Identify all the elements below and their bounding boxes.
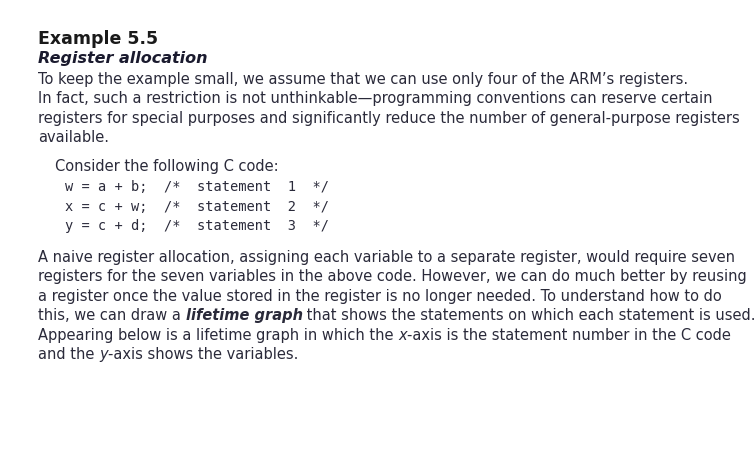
Text: -axis shows the variables.: -axis shows the variables. <box>108 347 298 362</box>
Text: registers for the seven variables in the above code. However, we can do much bet: registers for the seven variables in the… <box>38 269 747 284</box>
Text: registers for special purposes and significantly reduce the number of general-pu: registers for special purposes and signi… <box>38 111 740 126</box>
Text: Appearing below is a lifetime graph in which the: Appearing below is a lifetime graph in w… <box>38 328 398 343</box>
Text: that shows the statements on which each statement is used.: that shows the statements on which each … <box>303 308 755 323</box>
Text: a register once the value stored in the register is no longer needed. To underst: a register once the value stored in the … <box>38 289 722 304</box>
Text: this, we can draw a: this, we can draw a <box>38 308 186 323</box>
Text: w = a + b;  /*  statement  1  */: w = a + b; /* statement 1 */ <box>65 180 329 194</box>
Text: To keep the example small, we assume that we can use only four of the ARM’s regi: To keep the example small, we assume tha… <box>38 72 688 87</box>
Text: y = c + d;  /*  statement  3  */: y = c + d; /* statement 3 */ <box>65 219 329 234</box>
Text: available.: available. <box>38 131 109 146</box>
Text: A naive register allocation, assigning each variable to a separate register, wou: A naive register allocation, assigning e… <box>38 249 735 265</box>
Text: and the: and the <box>38 347 99 362</box>
Text: x = c + w;  /*  statement  2  */: x = c + w; /* statement 2 */ <box>65 200 329 214</box>
Text: Example 5.5: Example 5.5 <box>38 30 158 48</box>
Text: In fact, such a restriction is not unthinkable—programming conventions can reser: In fact, such a restriction is not unthi… <box>38 91 713 106</box>
Text: -axis is the statement number in the C code: -axis is the statement number in the C c… <box>407 328 731 343</box>
Text: Register allocation: Register allocation <box>38 51 208 66</box>
Text: lifetime graph: lifetime graph <box>186 308 303 323</box>
Text: x: x <box>398 328 407 343</box>
Text: Consider the following C code:: Consider the following C code: <box>55 159 279 174</box>
Text: y: y <box>99 347 108 362</box>
